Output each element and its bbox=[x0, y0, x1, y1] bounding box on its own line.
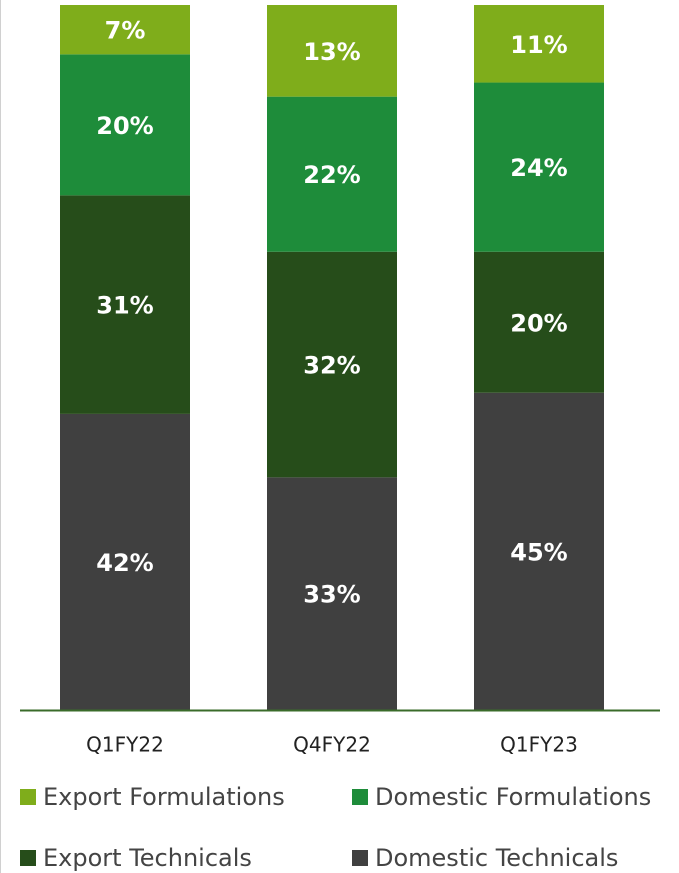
x-tick-label: Q1FY23 bbox=[500, 733, 578, 757]
bar-segment bbox=[60, 413, 190, 710]
legend-label: Domestic Formulations bbox=[375, 783, 651, 811]
value-label: 24% bbox=[510, 154, 567, 182]
bar-segment bbox=[60, 5, 190, 55]
legend-label: Export Formulations bbox=[43, 783, 285, 811]
value-label: 33% bbox=[303, 581, 360, 609]
bar-segment bbox=[267, 5, 397, 97]
bar-segment bbox=[474, 82, 604, 252]
value-label: 31% bbox=[96, 292, 153, 320]
bar-segment bbox=[60, 54, 190, 196]
value-label: 22% bbox=[303, 161, 360, 189]
bar-segment bbox=[474, 5, 604, 83]
bar-segment bbox=[474, 251, 604, 393]
legend-swatch bbox=[20, 850, 36, 866]
value-label: 32% bbox=[303, 352, 360, 380]
value-label: 20% bbox=[510, 309, 567, 337]
legend-label: Domestic Technicals bbox=[375, 844, 618, 872]
bar-segment bbox=[267, 251, 397, 478]
value-label: 7% bbox=[105, 17, 146, 45]
legend-swatch bbox=[352, 850, 368, 866]
bar-segment bbox=[267, 96, 397, 252]
value-label: 20% bbox=[96, 112, 153, 140]
value-label: 45% bbox=[510, 538, 567, 566]
legend-swatch bbox=[20, 789, 36, 805]
bar-segment bbox=[474, 392, 604, 710]
x-tick-label: Q1FY22 bbox=[86, 733, 164, 757]
value-label: 42% bbox=[96, 549, 153, 577]
bar-segment bbox=[60, 195, 190, 414]
value-label: 11% bbox=[510, 31, 567, 59]
x-tick-label: Q4FY22 bbox=[293, 733, 371, 757]
legend-label: Export Technicals bbox=[43, 844, 252, 872]
value-label: 13% bbox=[303, 38, 360, 66]
legend-swatch bbox=[352, 789, 368, 805]
bar-segment bbox=[267, 477, 397, 710]
